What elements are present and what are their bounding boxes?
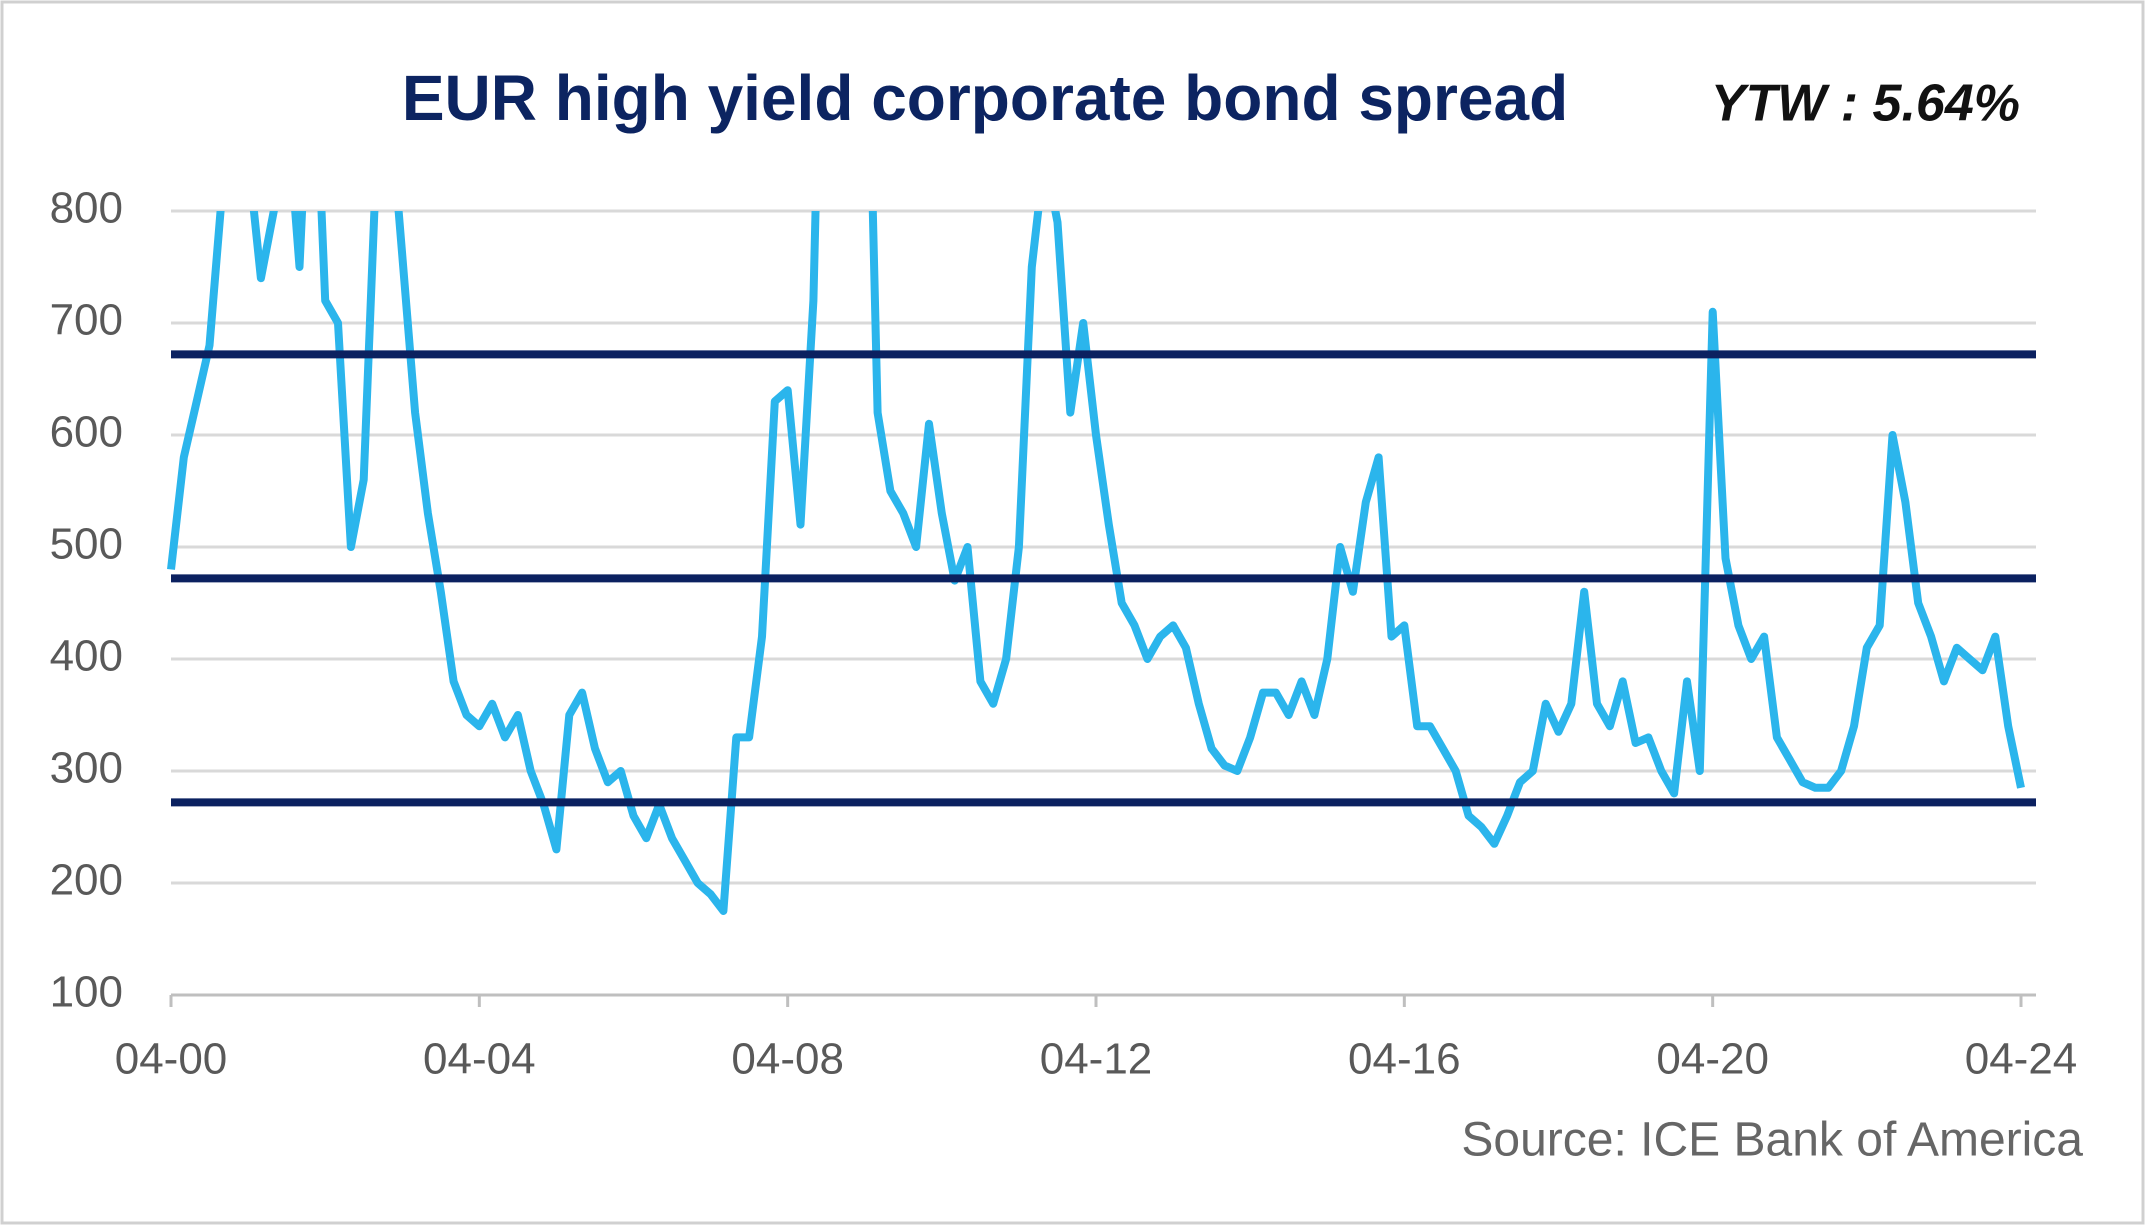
y-tick-label: 300 (50, 744, 123, 793)
x-tick-label: 04-12 (1040, 1035, 1153, 1084)
x-tick-label: 04-20 (1656, 1035, 1769, 1084)
x-tick-label: 04-16 (1348, 1035, 1461, 1084)
y-tick-label: 100 (50, 968, 123, 1017)
plot-area (167, 211, 2025, 915)
y-tick-label: 200 (50, 856, 123, 905)
chart-title: EUR high yield corporate bond spread (402, 62, 1568, 134)
x-tick-label: 04-00 (115, 1035, 228, 1084)
y-tick-label: 600 (50, 408, 123, 457)
source: Source: ICE Bank of America (1461, 1114, 2083, 1167)
y-tick-label: 400 (50, 632, 123, 681)
x-tick-label: 04-08 (731, 1035, 844, 1084)
y-tick-label: 800 (50, 184, 123, 233)
y-tick-label: 700 (50, 296, 123, 345)
x-tick-label: 04-24 (1965, 1035, 2078, 1084)
annotation: YTW : 5.64% (1711, 75, 2020, 133)
spread-line (167, 211, 2025, 915)
y-tick-label: 500 (50, 520, 123, 569)
x-tick-label: 04-04 (423, 1035, 536, 1084)
